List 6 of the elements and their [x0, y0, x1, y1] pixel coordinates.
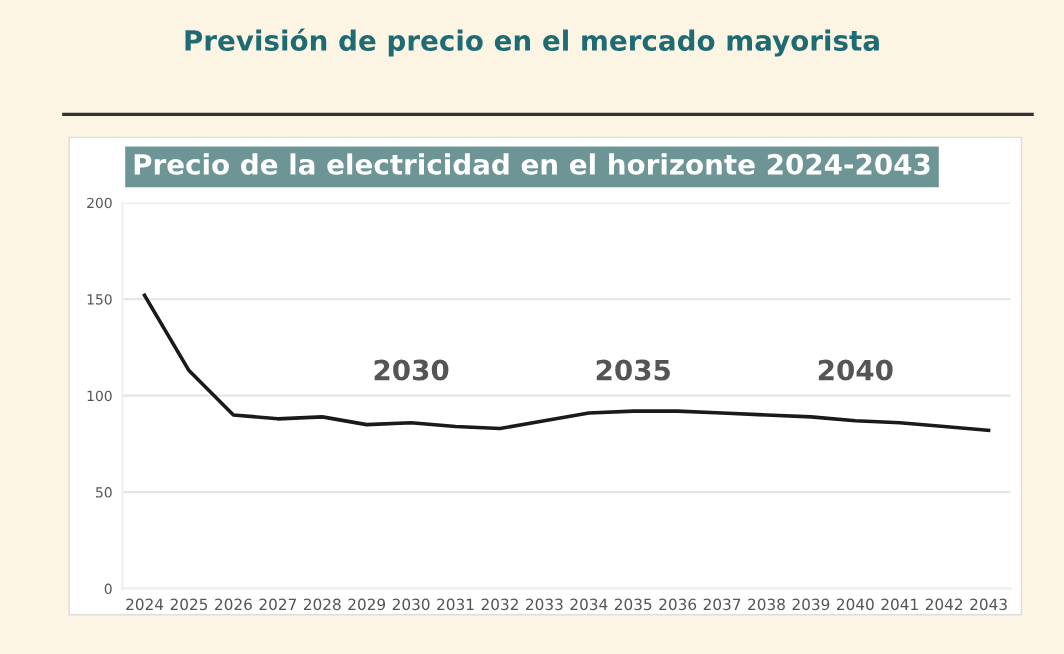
chart-title: Previsión de precio en el mercado mayorista [185, 28, 879, 57]
annotation: 2040 [818, 359, 893, 381]
line-series [142, 293, 991, 433]
annotation: 2035 [596, 359, 670, 381]
annotation: 2030 [374, 359, 449, 381]
chart-subtitle: Precio de la electricidad en el horizonte 2024-2043 [134, 153, 930, 175]
